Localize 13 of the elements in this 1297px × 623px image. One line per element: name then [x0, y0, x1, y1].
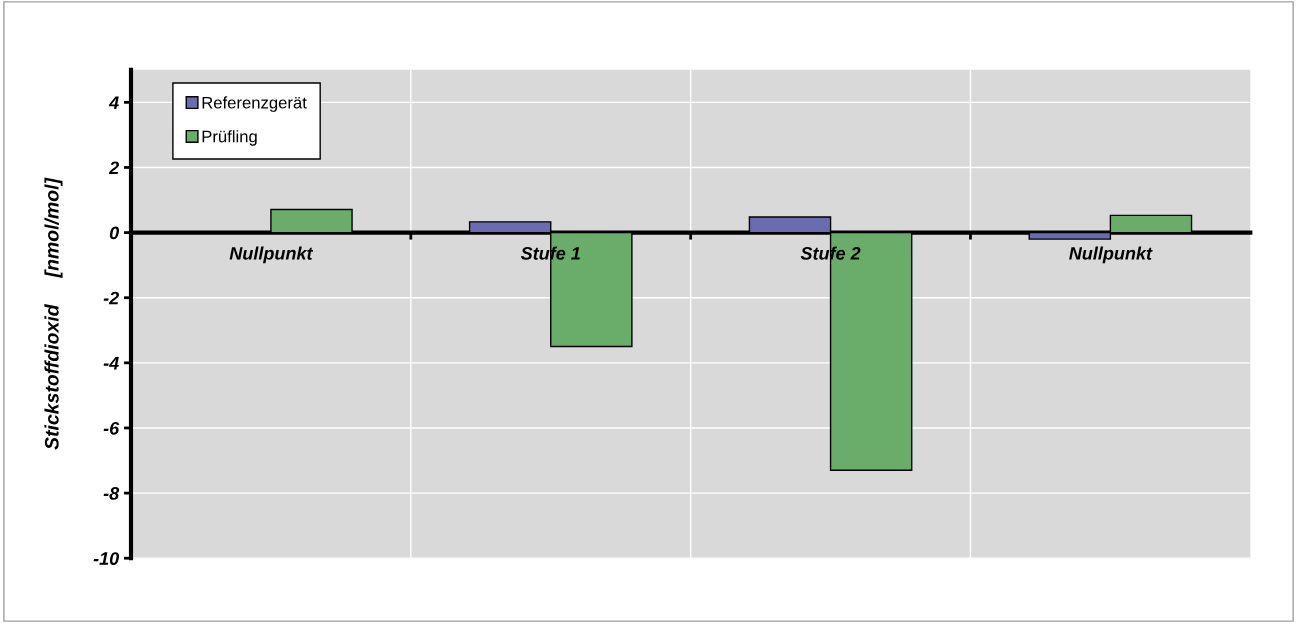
y-tick-label: 4 [108, 96, 119, 109]
y-tick-label: -8 [103, 487, 120, 500]
x-tick-label: Nullpunkt [229, 246, 314, 264]
x-tick-label: Nullpunkt [1069, 246, 1153, 264]
y-tick-label: -6 [103, 421, 120, 435]
y-tick-label: -2 [103, 291, 120, 305]
y-axis-title: Stickstoffdioxid [nmol/mol] [44, 177, 63, 450]
y-tick-label: 2 [108, 161, 120, 174]
y-tick-label: -4 [103, 356, 119, 370]
legend-label: Referenzgerät [202, 96, 307, 112]
y-tick-label: -10 [93, 552, 120, 565]
y-tick-label: 0 [109, 226, 120, 240]
legend-label: Prüfling [202, 130, 257, 146]
